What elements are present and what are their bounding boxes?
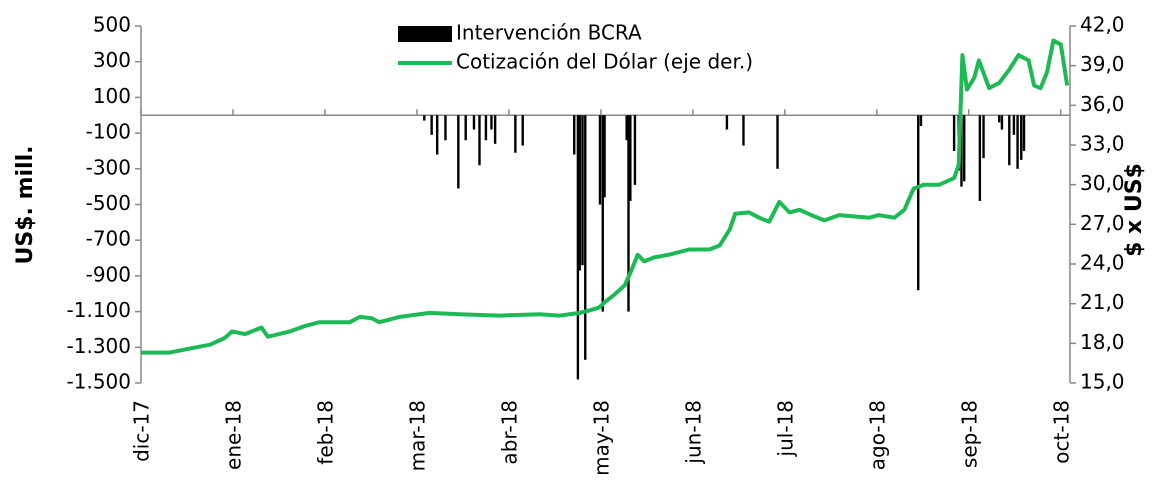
bar bbox=[603, 115, 606, 198]
bar bbox=[493, 115, 497, 144]
y-tick-label: -500 bbox=[86, 191, 131, 215]
bar bbox=[573, 115, 576, 155]
y2-tick-label: 18,0 bbox=[1080, 330, 1125, 354]
bar bbox=[478, 115, 481, 166]
bar bbox=[430, 115, 433, 135]
line bbox=[141, 38, 1070, 355]
bar bbox=[423, 115, 426, 121]
bar bbox=[601, 115, 604, 312]
y2-tick-label: 15,0 bbox=[1080, 370, 1125, 394]
bar bbox=[960, 115, 963, 187]
bar bbox=[514, 115, 517, 153]
bar bbox=[1012, 115, 1016, 135]
legend-swatch bbox=[398, 26, 452, 42]
y-tick-label: -1.100 bbox=[67, 298, 131, 322]
y2-tick-label: 21,0 bbox=[1080, 290, 1125, 314]
y-tick-label: -1.500 bbox=[67, 370, 131, 394]
bar bbox=[457, 115, 460, 189]
bar bbox=[919, 115, 923, 126]
bar bbox=[629, 115, 632, 201]
bar bbox=[581, 115, 584, 266]
bar bbox=[578, 115, 581, 271]
x-tick-label: oct-18 bbox=[1049, 400, 1073, 464]
bar bbox=[978, 115, 982, 201]
bar bbox=[776, 115, 779, 169]
y-tick-label: 300 bbox=[93, 48, 131, 72]
y2-tick-label: 27,0 bbox=[1080, 211, 1125, 235]
y-tick-label: 100 bbox=[93, 84, 131, 108]
x-tick-label: mar-18 bbox=[405, 400, 429, 471]
bar bbox=[982, 115, 985, 159]
bar bbox=[963, 115, 966, 182]
x-tick-label: jun-18 bbox=[681, 400, 705, 465]
y-tick-label: 500 bbox=[93, 13, 131, 37]
y2-axis-title: $ x US$ bbox=[1122, 163, 1147, 257]
y2-tick-label: 36,0 bbox=[1080, 92, 1125, 116]
bar bbox=[576, 115, 580, 380]
bar bbox=[598, 115, 602, 205]
bar bbox=[584, 115, 587, 360]
y2-tick-label: 39,0 bbox=[1080, 52, 1125, 76]
bar bbox=[952, 115, 956, 151]
x-tick-label: feb-18 bbox=[313, 400, 337, 465]
y2-tick-label: 24,0 bbox=[1080, 251, 1125, 275]
y2-tick-label: 42,0 bbox=[1080, 13, 1125, 37]
x-tick-label: dic-17 bbox=[130, 400, 154, 462]
y-tick-label: -1.300 bbox=[67, 334, 131, 358]
bar bbox=[1022, 115, 1026, 151]
bar bbox=[633, 115, 637, 185]
bar bbox=[435, 115, 439, 155]
bar bbox=[627, 115, 630, 312]
bar bbox=[490, 115, 493, 130]
y-axis-title: US$. mill. bbox=[13, 146, 38, 265]
bar bbox=[725, 115, 729, 130]
y-tick-label: -300 bbox=[86, 155, 131, 179]
bar bbox=[521, 115, 524, 146]
y2-tick-label: 33,0 bbox=[1080, 132, 1125, 156]
x-tick-label: jul-18 bbox=[773, 400, 797, 457]
x-tick-label: abr-18 bbox=[497, 400, 521, 465]
legend-label: Cotización del Dólar (eje der.) bbox=[456, 50, 753, 74]
bar bbox=[1020, 115, 1023, 160]
bar bbox=[464, 115, 467, 141]
y-tick-label: -700 bbox=[86, 227, 131, 251]
bar bbox=[444, 115, 447, 141]
bar bbox=[625, 115, 628, 141]
x-tick-label: ene-18 bbox=[221, 400, 245, 470]
x-tick-label: may-18 bbox=[589, 400, 613, 476]
bar bbox=[1016, 115, 1019, 169]
bar bbox=[472, 115, 476, 130]
bar bbox=[1000, 115, 1004, 130]
bar bbox=[997, 115, 1001, 123]
legend-label: Intervención BCRA bbox=[456, 21, 642, 45]
bar bbox=[1008, 115, 1011, 166]
x-tick-label: sep-18 bbox=[957, 400, 981, 468]
bar bbox=[484, 115, 488, 141]
y2-tick-label: 30,0 bbox=[1080, 171, 1125, 195]
y-tick-label: -100 bbox=[86, 120, 131, 144]
bar bbox=[917, 115, 920, 291]
x-tick-label: ago-18 bbox=[865, 400, 889, 470]
y-tick-label: -900 bbox=[86, 262, 131, 286]
bar bbox=[742, 115, 745, 146]
